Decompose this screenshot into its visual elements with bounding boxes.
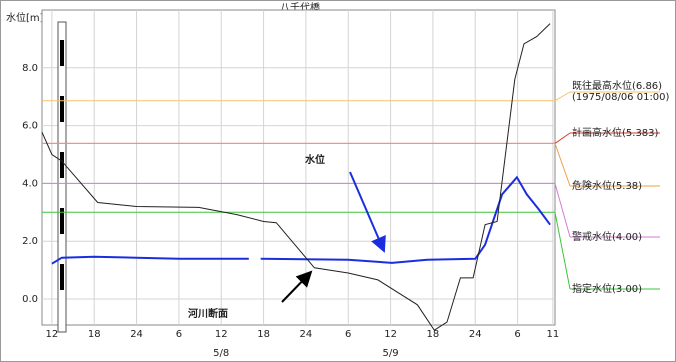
x-tick-label: 18 [88, 329, 101, 340]
y-tick-label: 4.0 [22, 178, 38, 189]
x-tick-label: 24 [300, 329, 313, 340]
x-tick-label: 6 [514, 329, 520, 340]
level-label: 既往最高水位(6.86) [572, 79, 662, 92]
series-line [51, 175, 551, 265]
x-tick-label: 6 [345, 329, 351, 340]
level-leader [554, 91, 571, 102]
series-annotation: 水位 [304, 153, 325, 166]
level-label: 警戒水位(4.00) [572, 230, 642, 243]
level-label: 計画高水位(5.383) [572, 126, 659, 139]
series-line [41, 23, 551, 331]
level-leader [554, 132, 571, 144]
annotation-arrow [349, 171, 386, 253]
x-tick-label: 12 [46, 329, 59, 340]
date-label: 5/8 [213, 348, 229, 359]
y-tick-label: 8.0 [22, 63, 38, 74]
y-tick-label: 6.0 [22, 121, 38, 132]
annotation-arrow [281, 270, 313, 303]
level-leader [554, 143, 571, 187]
x-tick-label: 24 [130, 329, 143, 340]
level-label: 危険水位(5.38) [572, 179, 642, 192]
x-tick-label: 11 [547, 329, 560, 340]
level-label: 指定水位(3.00) [572, 282, 642, 295]
x-tick-label: 12 [215, 329, 228, 340]
level-leader [554, 183, 571, 238]
date-label: 5/9 [383, 348, 399, 359]
level-leader [554, 212, 571, 290]
x-tick-label: 12 [384, 329, 397, 340]
series-annotation: 河川断面 [188, 307, 228, 320]
plot-area [41, 9, 556, 326]
y-tick-label: 0.0 [22, 294, 38, 305]
level-note: (1975/08/06 01:00) [572, 92, 670, 103]
x-tick-label: 18 [257, 329, 270, 340]
y-tick-label: 2.0 [22, 236, 38, 247]
y-axis-label: 水位[m] [6, 11, 44, 24]
x-tick-label: 18 [427, 329, 440, 340]
x-tick-label: 6 [176, 329, 182, 340]
x-tick-label: 24 [469, 329, 482, 340]
